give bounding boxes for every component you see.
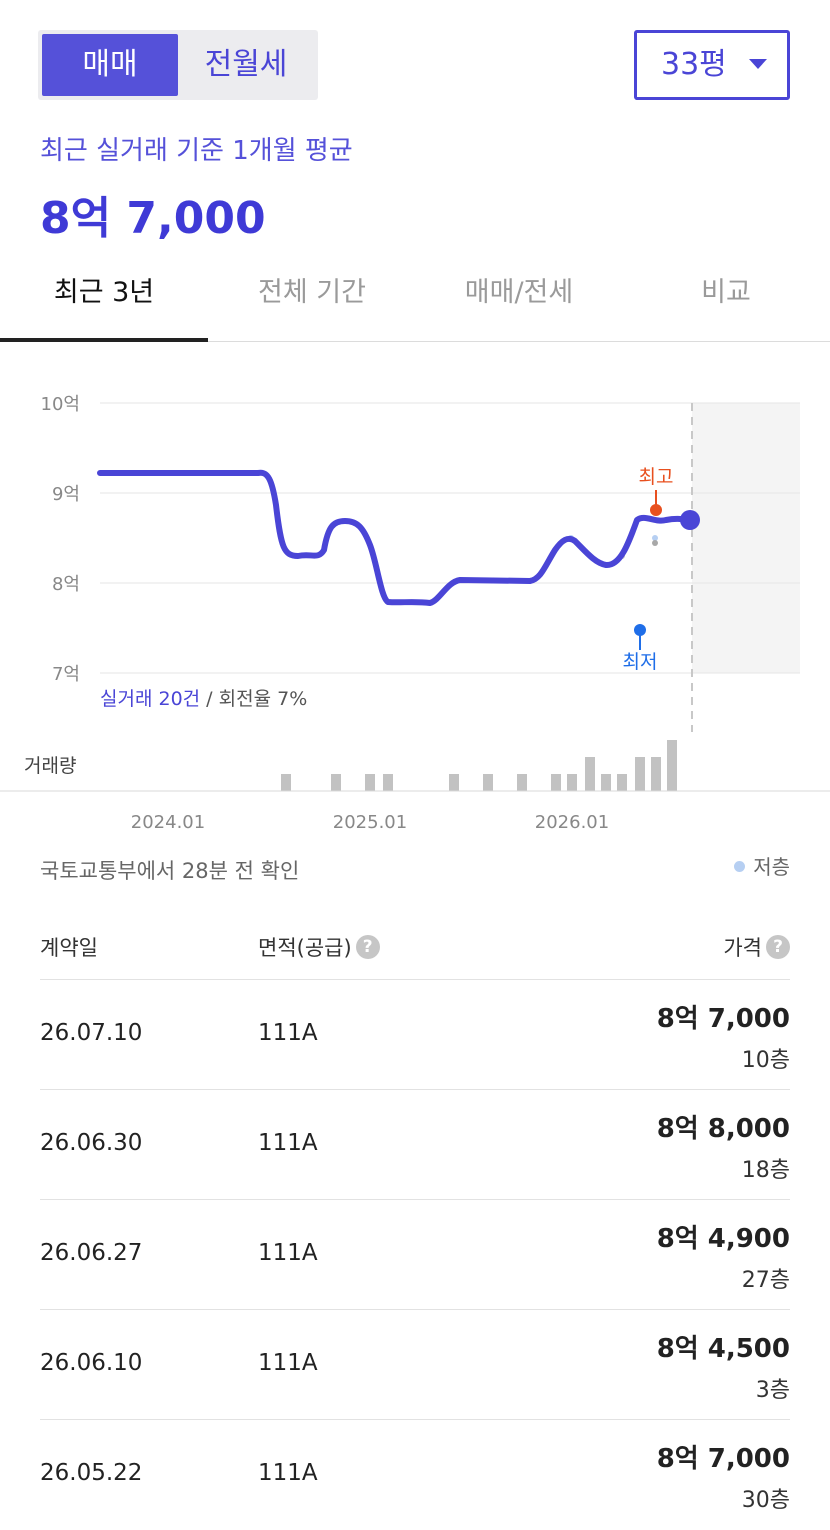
x-tick-label: 2026.01 (535, 812, 609, 833)
help-icon[interactable]: ? (355, 935, 380, 959)
y-tick-label: 10억 (41, 394, 80, 415)
header-area-wrap: 면적(공급)? (258, 932, 380, 962)
price-chart[interactable]: 10억 9억 8억 7억 최고 최저 실거래 20건 / 회전율 7% 거래량 … (0, 380, 830, 850)
row-date: 26.06.27 (40, 1240, 143, 1266)
volume-bar (365, 774, 375, 791)
y-tick-label: 7억 (52, 664, 80, 685)
volume-bar (651, 757, 661, 791)
row-area: 111A (258, 1130, 318, 1156)
trade-summary: 실거래 20건 / 회전율 7% (100, 688, 307, 710)
volume-bar (449, 774, 459, 791)
x-tick-label: 2024.01 (131, 812, 205, 833)
row-price: 8억 8,000 (656, 1114, 790, 1144)
volume-bar (517, 774, 527, 791)
table-header: 계약일 면적(공급)? 가격? (40, 910, 790, 980)
header-area: 면적(공급) (258, 936, 352, 960)
table-row[interactable]: 26.06.10 111A 8억 4,500 3층 (40, 1310, 790, 1420)
legend-label: 저층 (753, 855, 790, 879)
volume-bar (483, 774, 493, 791)
row-area: 111A (258, 1020, 318, 1046)
size-dropdown[interactable]: 33평 (634, 30, 790, 100)
row-area: 111A (258, 1240, 318, 1266)
volume-bar (567, 774, 577, 791)
row-date: 26.06.30 (40, 1130, 143, 1156)
volume-bar (551, 774, 561, 791)
volume-bar (601, 774, 611, 791)
average-price: 8억 7,000 (40, 193, 266, 244)
trade-type-rent-button[interactable]: 전월세 (204, 47, 288, 82)
average-label: 최근 실거래 기준 1개월 평균 (40, 136, 353, 166)
trade-type-sale-button[interactable]: 매매 (42, 34, 178, 96)
price-trend-line (97, 469, 693, 606)
y-tick-label: 9억 (52, 484, 80, 505)
trade-count: 실거래 20건 (100, 688, 200, 710)
row-area: 111A (258, 1350, 318, 1376)
header-date: 계약일 (40, 936, 98, 960)
high-label: 최고 (639, 466, 674, 488)
high-marker[interactable] (650, 504, 662, 516)
header-price: 가격 (723, 936, 762, 960)
volume-label: 거래량 (24, 755, 76, 777)
legend-dot-icon (734, 861, 746, 872)
row-floor: 30층 (741, 1488, 790, 1513)
tab-sale-jeonse[interactable]: 매매/전세 (464, 277, 574, 308)
row-floor: 3층 (755, 1378, 790, 1403)
tab-recent-3-years[interactable]: 최근 3년 (0, 262, 208, 342)
row-date: 26.05.22 (40, 1460, 143, 1486)
trade-dot (652, 540, 658, 546)
volume-bar (281, 774, 291, 791)
row-floor: 18층 (741, 1158, 790, 1183)
row-date: 26.06.10 (40, 1350, 143, 1376)
table-row[interactable]: 26.06.27 111A 8억 4,900 27층 (40, 1200, 790, 1310)
table-row[interactable]: 26.06.30 111A 8억 8,000 18층 (40, 1090, 790, 1200)
future-shade (692, 403, 800, 673)
volume-bar (383, 774, 393, 791)
low-label: 최저 (623, 651, 658, 673)
volume-bar (617, 774, 627, 791)
volume-bar (667, 740, 677, 791)
size-dropdown-value: 33평 (661, 47, 727, 82)
trade-type-toggle: 매매 전월세 (38, 30, 318, 100)
row-floor: 10층 (741, 1048, 790, 1073)
table-row[interactable]: 26.05.22 111A 8억 7,000 30층 (40, 1420, 790, 1530)
legend-low-floor: 저층 (734, 851, 790, 880)
table-row[interactable]: 26.07.10 111A 8억 7,000 10층 (40, 980, 790, 1090)
chevron-down-icon (749, 59, 767, 69)
transaction-list: 26.07.10 111A 8억 7,000 10층 26.06.30 111A… (40, 980, 790, 1530)
row-price: 8억 7,000 (656, 1004, 790, 1034)
trade-dot (652, 535, 658, 541)
tab-all-period[interactable]: 전체 기간 (258, 277, 366, 308)
current-price-point[interactable] (680, 510, 700, 530)
header-price-wrap: 가격? (723, 932, 790, 962)
turnover-rate: / 회전율 7% (200, 688, 307, 710)
row-price: 8억 4,500 (656, 1334, 790, 1364)
data-source-note: 국토교통부에서 28분 전 확인 (40, 859, 300, 883)
volume-bar (331, 774, 341, 791)
row-floor: 27층 (741, 1268, 790, 1293)
tab-compare[interactable]: 비교 (701, 277, 751, 308)
row-price: 8억 4,900 (656, 1224, 790, 1254)
help-icon[interactable]: ? (766, 935, 790, 959)
row-area: 111A (258, 1460, 318, 1486)
volume-bars (281, 740, 677, 791)
x-tick-label: 2025.01 (333, 812, 407, 833)
volume-bar (635, 757, 645, 791)
volume-bar (585, 757, 595, 791)
row-date: 26.07.10 (40, 1020, 143, 1046)
period-tabs: 최근 3년 전체 기간 매매/전세 비교 (0, 262, 830, 342)
y-tick-label: 8억 (52, 574, 80, 595)
row-price: 8억 7,000 (656, 1444, 790, 1474)
